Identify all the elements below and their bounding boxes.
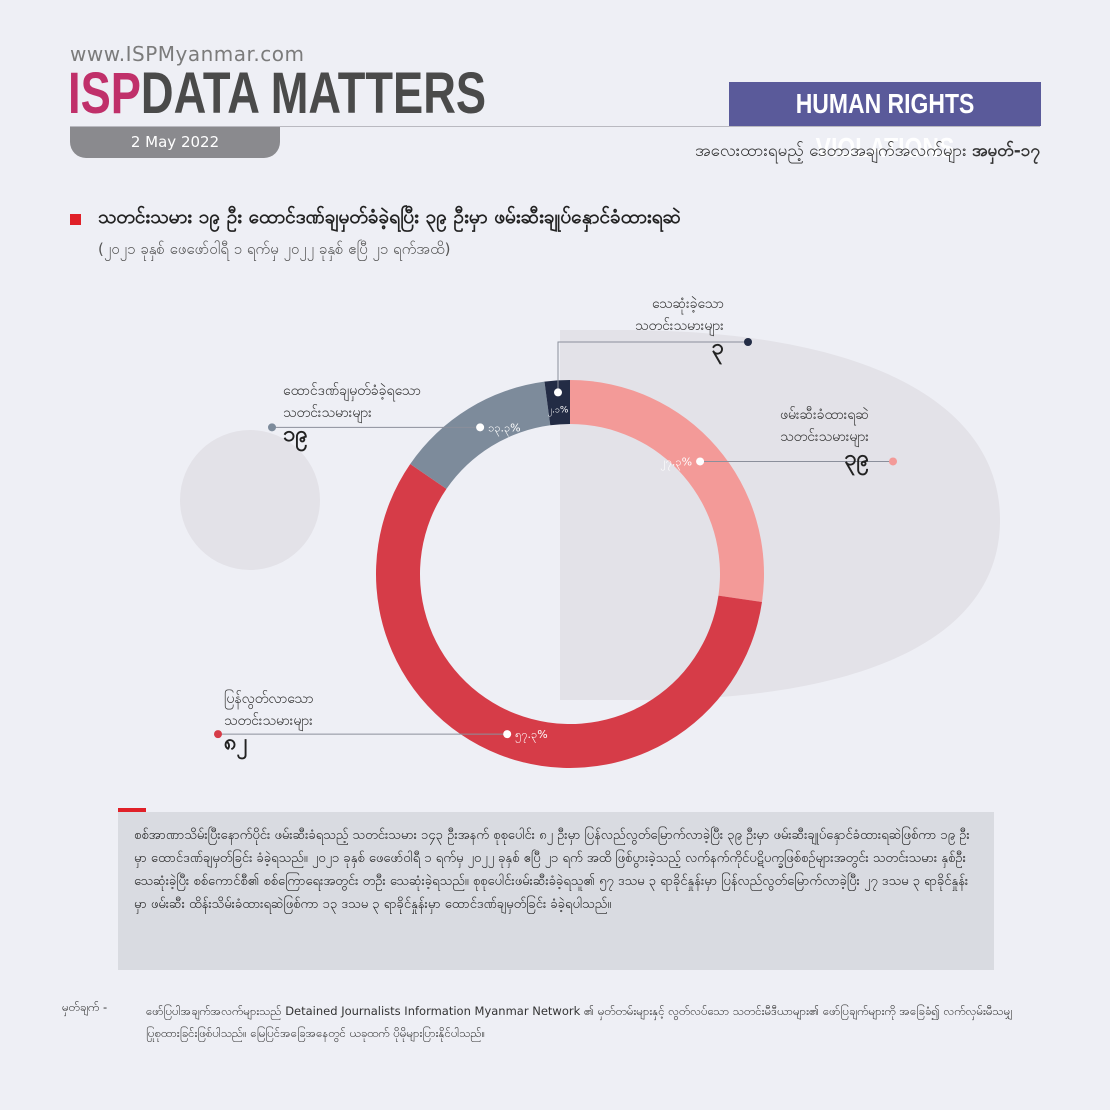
header-divider [70,126,1040,127]
slice-count: ၃ [711,335,724,360]
note-text: ဖော်ပြပါအချက်အလက်များသည် Detained Journa… [146,1004,1013,1040]
slice-sentenced [410,381,551,489]
website-url: www.ISPMyanmar.com [70,42,305,66]
donut-chart: ၂၇.၃% ၅၇.၃% ၁၃.၃% ၂.၁% [180,330,1000,769]
brand-data-matters: DATA MATTERS [140,61,487,126]
slice-percent-label: ၂၇.၃% [660,455,692,470]
watermark-dot [180,430,320,570]
slice-percent-label: ၁၃.၃% [488,421,521,436]
summary-box: စစ်အာဏာသိမ်းပြီးနောက်ပိုင်း ဖမ်းဆီးခံရသည… [118,812,994,970]
note-key: မှတ်ချက် - [62,1000,108,1014]
leader-end-dot [268,423,276,432]
slice-name: သေဆုံးခဲ့သော သတင်းသမားများ [635,296,724,334]
slice-label-detained: ဖမ်းဆီးခံထားရဆဲ သတင်းသမားများ ၃၉ [780,404,869,470]
slice-percent-label: ၂.၁% [548,405,569,416]
category-banner: HUMAN RIGHTS VIOLATIONS [729,82,1041,163]
brand-logo: ISPDATA MATTERS [68,64,486,124]
chart-subtitle: (၂၀၂၁ ခုနှစ် ဖေဖော်ဝါရီ ၁ ရက်မှ ၂၀၂၂ ခုန… [98,240,451,258]
category-label: HUMAN RIGHTS VIOLATIONS [795,88,975,163]
brand-isp: ISP [68,61,141,126]
leader-end-dot [744,338,752,346]
slice-marker [696,457,705,466]
slice-marker [503,730,512,739]
date-badge: 2 May 2022 [70,127,280,158]
slice-name: ပြန်လွတ်လာသော သတင်းသမားများ [224,691,314,729]
watermark-p [560,330,1000,700]
leader-line [557,341,748,393]
slice-name: ဖမ်းဆီးခံထားရဆဲ သတင်းသမားများ [780,407,869,445]
slice-released [375,463,762,769]
slice-marker [554,388,563,397]
slice-marker [476,423,485,432]
slice-count: ၃၉ [844,446,869,471]
slice-died [544,380,570,426]
slice-label-released: ပြန်လွတ်လာသော သတင်းသမားများ ၈၂ [224,688,314,754]
series-line: အလေးထားရမည့် ဒေတာအချက်အလက်များ အမှတ်-၁၇ [695,140,1040,165]
slice-detained [570,380,764,602]
slice-name: ထောင်ဒဏ်ချမှတ်ခံခဲ့ရသော သတင်းသမားများ [283,383,421,421]
leader-end-dot [889,457,897,466]
slice-count: ၁၉ [283,422,308,447]
series-number: အမှတ်-၁၇ [971,141,1040,161]
slice-count: ၈၂ [224,730,248,755]
slice-label-sentenced: ထောင်ဒဏ်ချမှတ်ခံခဲ့ရသော သတင်းသမားများ ၁၉ [283,380,421,446]
slice-label-died: သေဆုံးခဲ့သော သတင်းသမားများ၃ [635,293,724,359]
series-label: အလေးထားရမည့် ဒေတာအချက်အလက်များ [695,141,967,161]
leader-end-dot [214,730,222,739]
title-bullet [70,214,81,225]
summary-accent [118,808,146,812]
slice-percent-label: ၅၇.၃% [515,728,548,743]
chart-title: သတင်းသမား ၁၉ ဦး ထောင်ဒဏ်ချမှတ်ခံခဲ့ရပြီး… [98,206,682,228]
